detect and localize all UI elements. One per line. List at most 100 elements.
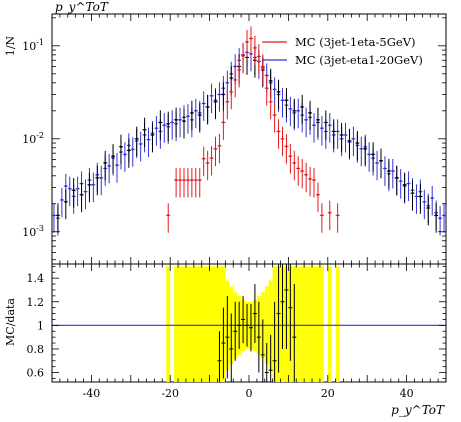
point-marker [143,128,146,131]
ratio-band-bin [185,266,190,382]
ratio-band-bin [201,266,206,382]
point-marker [407,182,410,185]
data-point [166,111,171,142]
data-point [268,89,273,120]
point-marker [273,88,276,91]
upper-panel-frame [51,13,447,265]
data-point [422,189,427,220]
point-marker [155,127,158,130]
data-point [398,169,403,199]
data-point [59,187,64,218]
ratio-band-bin [193,266,198,382]
point-marker [305,118,308,121]
point-marker [214,147,217,150]
point-marker [206,161,209,165]
point-marker [281,99,284,102]
data-point [126,138,131,168]
point-marker [336,214,339,217]
ratio-band-bin [182,266,186,382]
data-point [272,102,277,133]
top-y-axis-title: p_y^ToT [55,0,109,14]
point-marker [210,94,213,97]
point-marker [171,121,174,124]
point-marker [218,144,221,147]
point-marker [190,111,193,114]
legend-label-red: MC (3jet-1eta-5GeV) [295,35,416,49]
point-marker [348,139,351,142]
data-point [335,119,340,149]
data-point [280,126,285,157]
point-marker [308,111,312,114]
y-tick-label: 10-3 [22,224,44,239]
data-point [367,142,372,172]
point-marker [293,109,296,112]
data-point [264,76,269,106]
point-marker [230,76,233,80]
point-marker [234,65,237,68]
data-point [363,136,368,167]
point-marker [297,109,300,112]
ratio-tick-label: 1 [37,319,44,332]
data-point [386,158,391,189]
point-marker [92,183,95,186]
point-marker [281,137,284,140]
point-marker [277,90,280,93]
data-point [193,167,198,198]
point-marker [241,54,245,57]
point-marker [230,90,233,93]
ratio-point [256,301,261,373]
ratio-point [245,304,249,347]
point-marker [328,124,331,127]
point-marker [277,130,280,133]
data-point [308,166,313,197]
ratio-band-bin [335,266,340,382]
point-marker [415,195,418,198]
data-point [379,148,383,179]
ratio-band-bin [209,266,214,382]
point-marker [438,217,442,220]
point-marker [411,192,414,195]
upper-y-axis-label: 1/N [4,35,17,56]
data-point [178,107,183,138]
data-point [319,116,324,146]
data-point [319,203,324,233]
data-point [95,165,100,196]
point-marker [210,156,213,160]
point-marker [100,176,103,179]
point-marker [289,155,292,158]
point-marker [178,178,182,182]
data-point [284,134,289,164]
data-point [252,35,257,66]
data-point [359,136,364,167]
point-marker [167,214,170,217]
point-marker [111,155,115,158]
data-point [241,43,246,74]
data-point [52,203,56,233]
data-point [382,156,387,186]
data-point [434,203,439,233]
data-point [87,172,92,203]
data-point [201,91,206,121]
data-point [406,171,411,201]
data-point [213,136,218,167]
point-marker [324,121,327,124]
point-marker [119,145,123,148]
data-point [205,150,210,181]
point-marker [320,214,323,217]
point-marker [316,193,320,196]
point-marker [387,169,390,173]
point-marker [135,137,138,140]
point-marker [265,87,268,90]
data-point [430,186,435,216]
point-marker [273,113,276,117]
point-marker [372,153,375,156]
ratio-band-bin [205,266,210,382]
data-point [312,167,316,198]
ratio-point [272,301,277,382]
point-marker [238,68,241,72]
data-point [79,182,84,213]
point-marker [344,133,347,137]
data-point [347,128,352,159]
point-marker [336,130,339,133]
data-point [315,182,320,213]
